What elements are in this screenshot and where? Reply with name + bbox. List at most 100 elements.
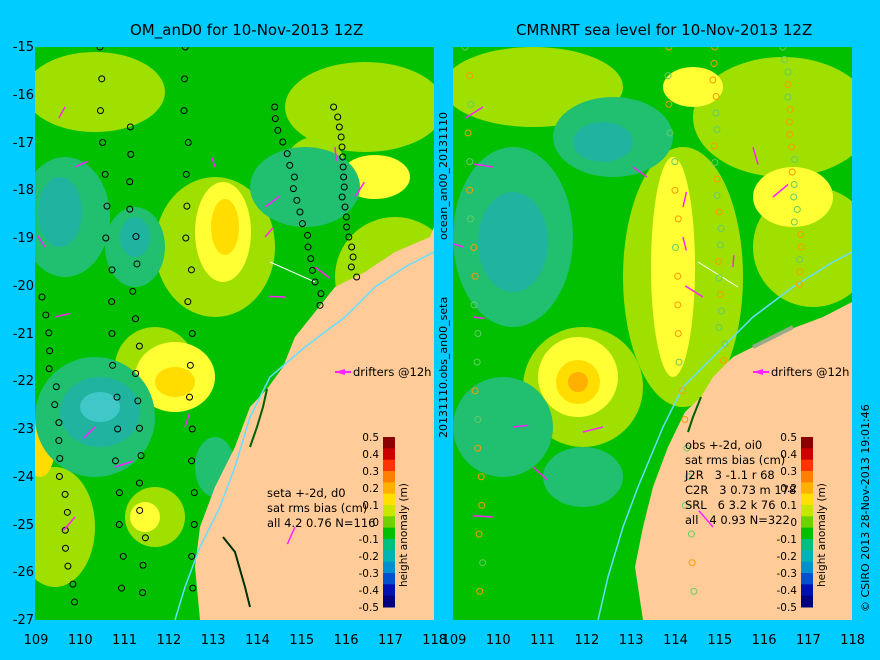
observation-marker xyxy=(98,75,106,83)
observation-marker xyxy=(182,170,190,178)
stats-text: seta +-2d, d0 sat rms bias (cm) all 4.2 0.… xyxy=(267,486,376,530)
colorbar-tick-label: -0.3 xyxy=(359,568,380,580)
observation-marker xyxy=(471,387,479,395)
observation-marker xyxy=(271,103,279,111)
observation-marker xyxy=(347,263,355,271)
colorbar-swatch xyxy=(383,516,395,529)
observation-marker xyxy=(685,473,693,481)
colorbar-swatch xyxy=(383,459,395,472)
drifter-arrow xyxy=(582,426,604,433)
observation-marker xyxy=(337,133,345,141)
observation-marker xyxy=(334,113,342,121)
stats-line: sat rms bias (cm) xyxy=(267,501,367,515)
longitude-tick-label: 114 xyxy=(245,633,270,648)
observation-marker xyxy=(672,244,680,252)
drifter-arrow xyxy=(264,195,281,208)
drifter-arrow xyxy=(453,242,464,248)
left-map-svg: drifters @12h seta +-2d, d0 sat rms bias … xyxy=(35,47,434,620)
observation-marker xyxy=(790,218,798,226)
latitude-tick-label: -26 xyxy=(12,565,34,581)
colorbar-swatch xyxy=(383,550,395,563)
observation-marker xyxy=(184,139,192,146)
drifter-arrow xyxy=(682,191,688,208)
observation-marker xyxy=(338,193,346,201)
observation-marker xyxy=(466,72,474,80)
observation-marker xyxy=(181,75,189,83)
colorbar-swatch xyxy=(801,595,813,608)
colorbar-tick-label: 0 xyxy=(372,517,379,529)
observation-marker xyxy=(188,330,196,337)
observation-marker xyxy=(298,220,306,228)
observation-marker xyxy=(467,100,475,108)
observation-marker xyxy=(784,81,792,88)
observation-marker xyxy=(115,521,123,528)
colorbar-tick-label: -0.1 xyxy=(359,534,380,546)
observation-marker xyxy=(779,47,787,51)
colorbar-swatch xyxy=(383,471,395,483)
observation-marker xyxy=(109,361,117,369)
observation-marker xyxy=(796,256,804,263)
colorbar-tick-label: 0.4 xyxy=(362,449,379,461)
observation-marker xyxy=(96,47,104,51)
stats-line: J2R 3 -1.1 r 68 xyxy=(684,468,775,482)
colorbar-tick-label: 0.4 xyxy=(780,449,797,461)
observation-marker xyxy=(716,291,724,298)
observation-marker xyxy=(784,93,792,101)
colorbar-tick-label: 0.3 xyxy=(780,466,797,478)
observation-marker xyxy=(342,213,350,221)
observation-marker xyxy=(127,150,135,158)
observation-marker xyxy=(339,153,347,161)
latitude-tick-label: -19 xyxy=(12,231,34,246)
colorbar-swatch xyxy=(801,437,813,449)
observation-marker xyxy=(189,584,197,592)
observation-marker xyxy=(61,490,69,498)
observation-marker xyxy=(688,559,696,567)
observation-marker xyxy=(713,126,721,133)
drifter-arrow xyxy=(264,227,274,238)
colorbar-tick-label: -0.4 xyxy=(777,585,798,597)
drifter-arrow xyxy=(114,460,133,468)
observation-marker xyxy=(64,562,72,570)
observation-marker xyxy=(108,266,116,274)
colorbar-swatch xyxy=(801,561,813,574)
observation-marker xyxy=(710,60,718,67)
drifter-arrow xyxy=(472,515,494,518)
colorbar-label: height anomaly (m) xyxy=(816,483,828,587)
observation-marker xyxy=(715,274,723,282)
observation-marker xyxy=(716,241,724,249)
observation-marker xyxy=(781,56,789,63)
observation-marker xyxy=(713,175,721,183)
drifter-arrow xyxy=(63,516,76,531)
observation-marker xyxy=(129,287,137,295)
observation-marker xyxy=(188,457,196,465)
colorbar-tick-label: 0.1 xyxy=(780,500,797,512)
longitude-tick-label: 116 xyxy=(751,633,777,648)
colorbar-tick-label: -0.5 xyxy=(777,602,798,614)
longitude-tick-label: 111 xyxy=(112,633,137,648)
drifter-arrow xyxy=(512,424,529,428)
observation-marker xyxy=(103,202,111,210)
observation-marker xyxy=(136,506,144,514)
observation-marker xyxy=(316,301,324,309)
colorbar-swatch xyxy=(383,539,395,551)
observation-marker xyxy=(349,253,357,261)
drifter-arrow xyxy=(83,426,96,439)
observation-marker xyxy=(186,361,194,369)
observation-marker xyxy=(664,72,672,80)
observation-marker xyxy=(348,243,356,251)
observation-marker xyxy=(137,452,145,460)
colorbar-tick-label: -0.2 xyxy=(777,551,798,563)
observation-marker xyxy=(307,255,315,263)
drifters-legend: drifters @12h xyxy=(753,365,849,379)
separator-label-bottom: 20131110.obs_an00_seta xyxy=(437,296,450,438)
longitude-tick-label: 115 xyxy=(289,633,315,648)
observation-marker xyxy=(466,215,474,223)
colorbar-swatch xyxy=(383,527,395,540)
observation-marker xyxy=(674,215,682,223)
observation-marker xyxy=(478,501,486,509)
observation-marker xyxy=(330,103,338,111)
colorbar-swatch xyxy=(383,595,395,608)
observation-marker xyxy=(474,444,482,452)
drifter-arrow xyxy=(732,255,735,268)
observation-marker xyxy=(339,163,347,171)
